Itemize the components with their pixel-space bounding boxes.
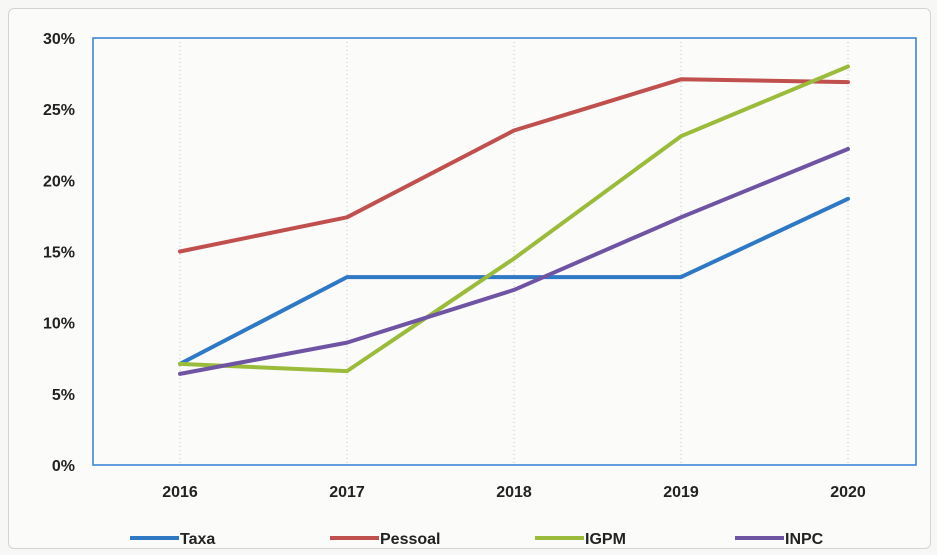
x-tick-label: 2016	[162, 484, 198, 501]
legend: Taxa Pessoal IGPM INPC	[130, 531, 824, 548]
x-tick-label: 2020	[830, 484, 866, 501]
legend-label-pessoal: Pessoal	[380, 531, 440, 548]
x-axis-ticks: 2016 2017 2018 2019 2020	[162, 484, 866, 501]
series-lines	[178, 64, 850, 376]
plot-area-frame	[92, 37, 917, 466]
y-tick-label: 15%	[43, 245, 75, 262]
y-tick-label: 25%	[43, 102, 75, 119]
series-line-inpc	[178, 147, 850, 376]
legend-label-igpm: IGPM	[585, 531, 626, 548]
y-tick-label: 20%	[43, 173, 75, 190]
x-tick-label: 2019	[663, 484, 699, 501]
legend-label-taxa: Taxa	[180, 531, 215, 548]
gridlines	[179, 38, 849, 465]
x-tick-label: 2017	[329, 484, 365, 501]
series-line-pessoal	[178, 77, 850, 254]
legend-label-inpc: INPC	[785, 531, 824, 548]
series-line-taxa	[178, 196, 850, 366]
y-tick-label: 0%	[52, 458, 75, 475]
y-tick-label: 5%	[52, 387, 75, 404]
series-line-igpm	[178, 64, 850, 374]
y-axis-ticks: 0% 5% 10% 15% 20% 25% 30%	[43, 31, 75, 475]
y-tick-label: 10%	[43, 316, 75, 333]
x-tick-label: 2018	[496, 484, 532, 501]
y-tick-label: 30%	[43, 31, 75, 48]
